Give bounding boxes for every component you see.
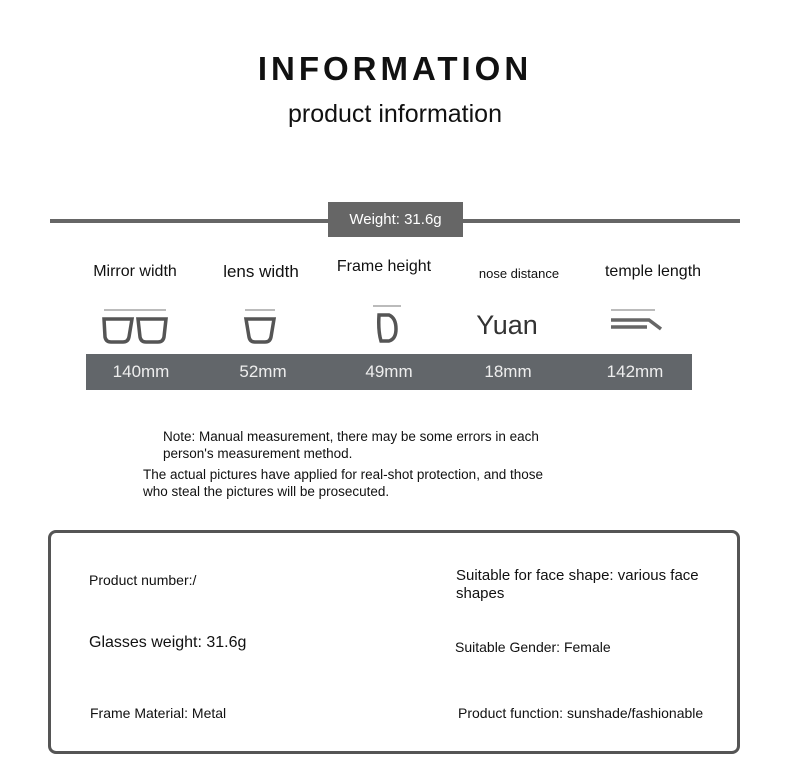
label-lens-width: lens width xyxy=(223,262,299,281)
nose-distance-text: Yuan xyxy=(476,309,538,340)
single-lens-icon xyxy=(196,305,326,345)
glasses-front-icon xyxy=(70,305,200,345)
spec-product-number: Product number:/ xyxy=(89,572,197,588)
spec-gender: Suitable Gender: Female xyxy=(455,639,611,655)
weight-badge: Weight: 31.6g xyxy=(328,202,463,237)
label-temple-length: temple length xyxy=(604,263,702,280)
value-nose-distance: 18mm xyxy=(484,362,532,381)
note-line: who steal the pictures will be prosecute… xyxy=(143,484,390,499)
spec-material: Frame Material: Metal xyxy=(90,705,227,721)
spec-box xyxy=(48,530,740,754)
spec-glasses-weight: Glasses weight: 31.6g xyxy=(89,634,247,651)
value-temple-length: 142mm xyxy=(606,362,664,381)
label-mirror-width: Mirror width xyxy=(93,263,177,280)
note-line: person's measurement method. xyxy=(163,446,353,461)
note-line: The actual pictures have applied for rea… xyxy=(143,467,543,482)
page-subtitle: product information xyxy=(287,100,502,128)
label-frame-height: Frame height xyxy=(336,258,432,275)
measurement-bar xyxy=(86,354,692,390)
label-nose-distance: nose distance xyxy=(478,266,560,281)
value-frame-height: 49mm xyxy=(365,362,413,381)
value-mirror-width: 140mm xyxy=(112,362,170,381)
spec-function: Product function: sunshade/fashionable xyxy=(458,705,704,721)
value-lens-width: 52mm xyxy=(239,362,287,381)
note-line: Note: Manual measurement, there may be s… xyxy=(163,429,539,444)
spec-face-shape: Suitable for face shape: various face sh… xyxy=(456,567,699,602)
temple-arm-icon xyxy=(570,305,700,345)
frame-side-icon xyxy=(320,305,450,345)
page-title: INFORMATION xyxy=(257,50,533,87)
